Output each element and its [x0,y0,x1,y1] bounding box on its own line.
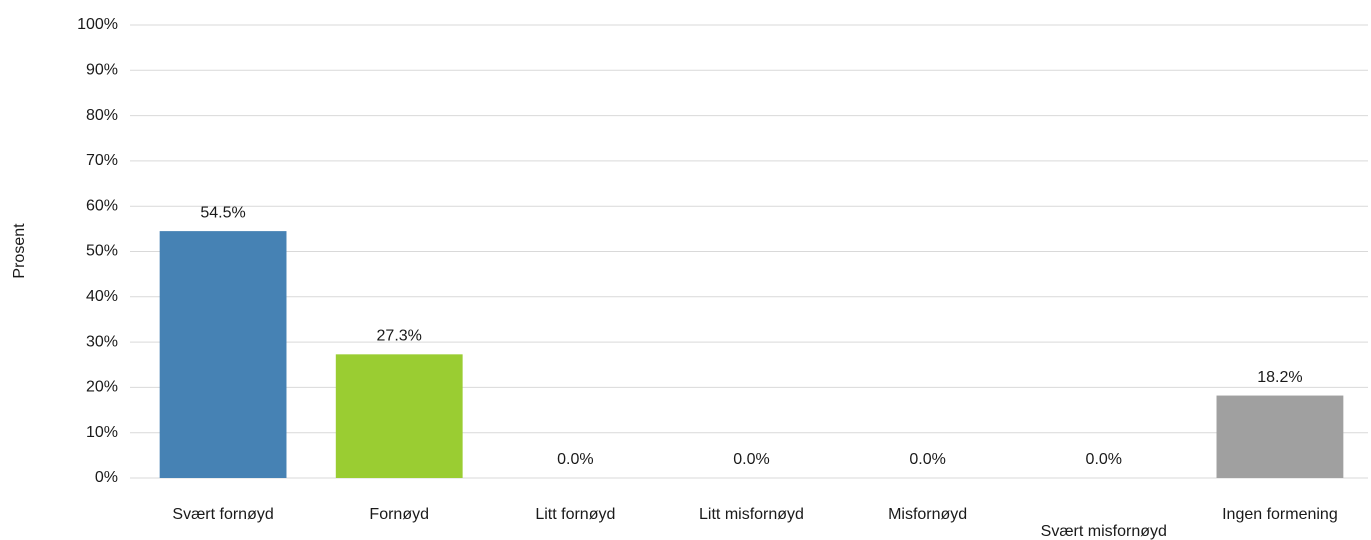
bar [335,354,463,478]
value-label: 18.2% [1257,369,1302,386]
value-label: 0.0% [909,451,945,468]
x-tick-label: Svært misfornøyd [1041,523,1167,540]
y-tick-label: 50% [86,243,118,260]
value-label: 27.3% [377,328,422,345]
y-tick-label: 0% [95,469,118,486]
x-tick-label: Litt misfornøyd [699,506,804,523]
value-label: 54.5% [200,204,245,221]
x-tick-label: Misfornøyd [888,506,967,523]
x-tick-label: Ingen formening [1222,506,1338,523]
bar [159,231,287,478]
x-tick-label: Fornøyd [369,506,429,523]
y-tick-label: 70% [86,152,118,169]
value-label: 0.0% [557,451,593,468]
bar [1216,395,1344,478]
y-tick-label: 100% [77,16,118,33]
x-tick-label: Svært fornøyd [172,506,273,523]
y-tick-label: 10% [86,424,118,441]
value-label: 0.0% [733,451,769,468]
y-tick-label: 80% [86,107,118,124]
y-axis-label: Prosent [11,223,28,279]
y-tick-label: 20% [86,379,118,396]
x-tick-label: Litt fornøyd [535,506,615,523]
y-tick-label: 30% [86,333,118,350]
value-label: 0.0% [1086,451,1122,468]
y-tick-label: 40% [86,288,118,305]
y-tick-label: 90% [86,62,118,79]
y-tick-label: 60% [86,197,118,214]
